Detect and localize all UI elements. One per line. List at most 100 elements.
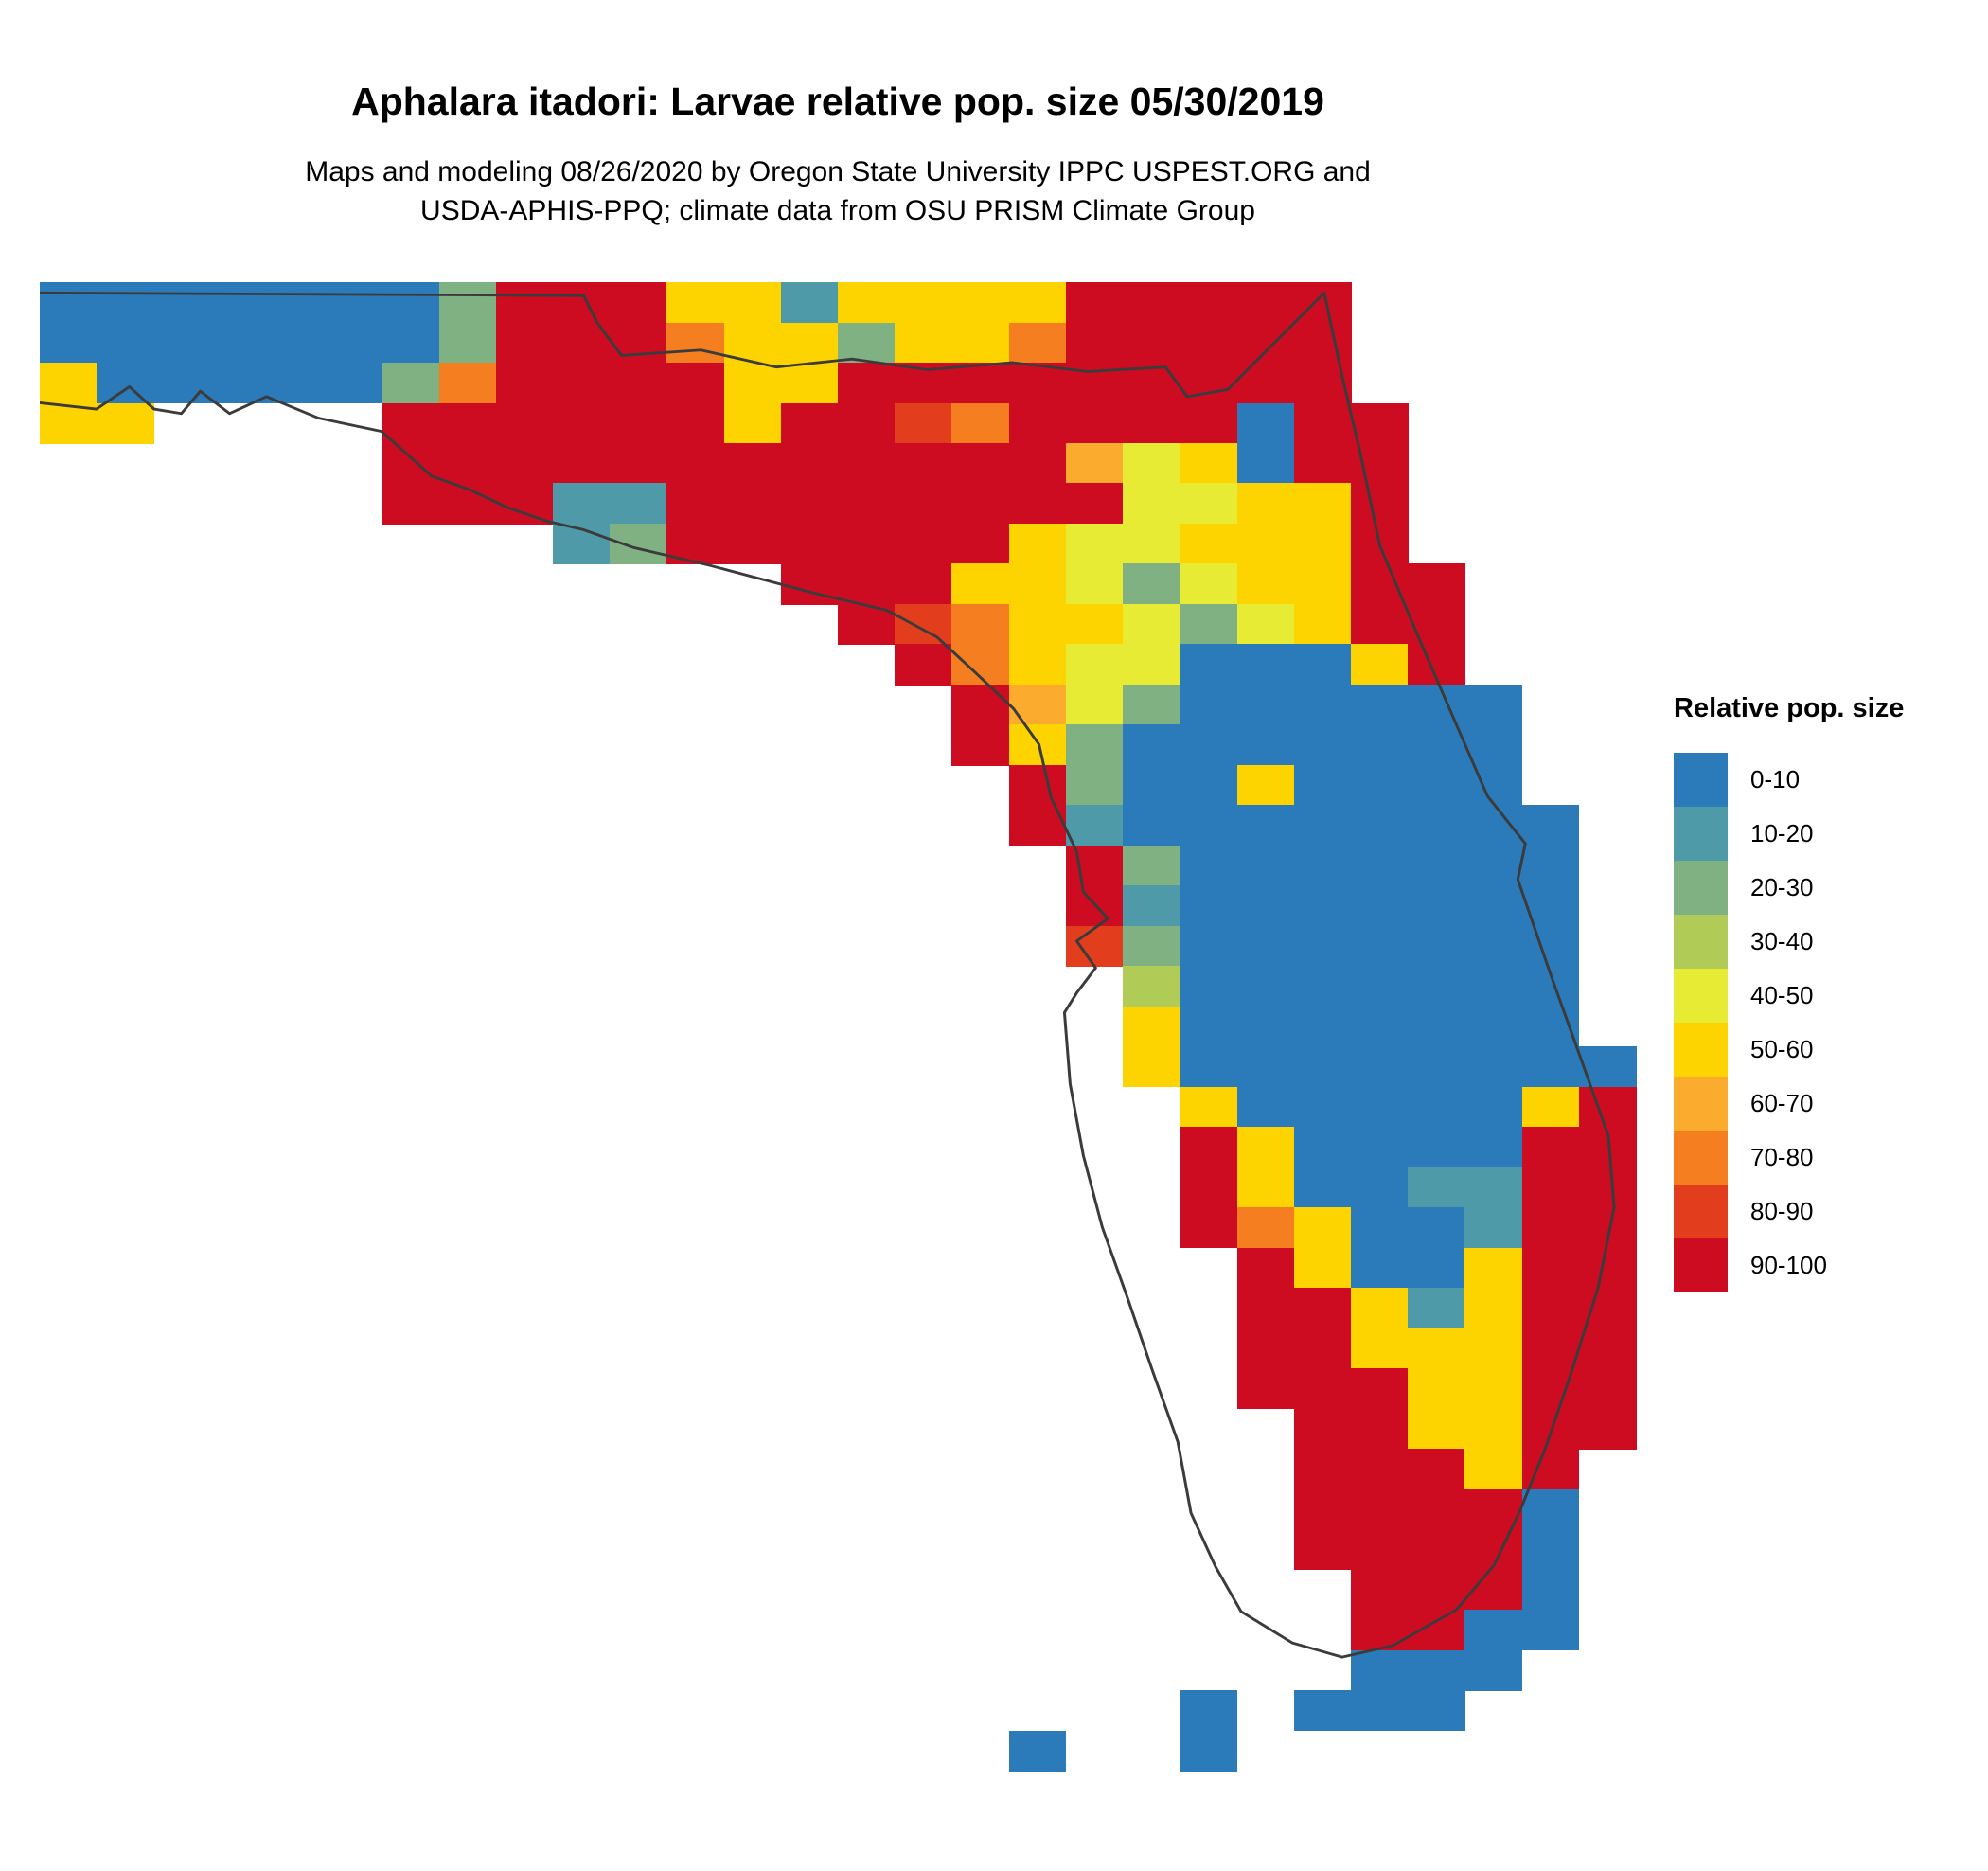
raster-cell	[838, 322, 896, 364]
raster-cell	[895, 442, 953, 485]
legend-label: 90-100	[1750, 1251, 1827, 1279]
raster-cell	[495, 363, 554, 404]
raster-cell	[1464, 966, 1523, 1007]
raster-cell	[1008, 724, 1067, 766]
raster-cell	[1464, 1328, 1523, 1369]
raster-cell	[1350, 1368, 1409, 1410]
raster-cell	[1464, 1006, 1523, 1047]
raster-cell	[1180, 282, 1238, 324]
raster-cell	[838, 603, 896, 646]
raster-cell	[1123, 322, 1180, 364]
raster-cell	[210, 282, 269, 324]
raster-cell	[153, 282, 212, 324]
raster-cell	[1236, 442, 1295, 485]
raster-cell	[838, 363, 896, 404]
raster-cell	[1008, 442, 1067, 485]
raster-cell	[838, 282, 896, 324]
raster-cell	[951, 724, 1010, 766]
raster-cell	[325, 282, 382, 324]
raster-cell	[895, 644, 953, 686]
raster-cell	[1350, 1288, 1409, 1329]
raster-cell	[552, 483, 611, 525]
raster-cell	[1065, 885, 1124, 927]
raster-cell	[1293, 1408, 1352, 1450]
raster-cell	[1521, 1046, 1580, 1088]
raster-cell	[1236, 805, 1295, 846]
raster-cell	[1350, 1046, 1409, 1088]
raster-cell	[780, 363, 839, 404]
raster-cell	[438, 322, 497, 364]
raster-cell	[1464, 724, 1523, 766]
raster-cell	[1065, 603, 1124, 646]
raster-cell	[495, 402, 554, 444]
raster-cell	[1408, 1529, 1465, 1571]
raster-cell	[723, 523, 782, 565]
raster-cell	[1065, 442, 1124, 485]
raster-cell	[210, 322, 269, 364]
raster-cell	[951, 603, 1010, 646]
raster-cell	[1408, 724, 1465, 766]
raster-cell	[1180, 402, 1238, 444]
raster-cell	[1350, 1449, 1409, 1490]
raster-cell	[1464, 1167, 1523, 1208]
raster-cell	[267, 322, 326, 364]
raster-cell	[780, 523, 839, 565]
legend-label: 30-40	[1750, 927, 1814, 955]
raster-cell	[1008, 523, 1067, 565]
raster-cell	[666, 523, 725, 565]
raster-cell	[1521, 1610, 1580, 1651]
raster-cell	[552, 363, 611, 404]
raster-cell	[1408, 1247, 1465, 1289]
raster-cell	[1350, 805, 1409, 846]
raster-cell	[1464, 925, 1523, 967]
raster-cell	[1008, 402, 1067, 444]
raster-cell	[1521, 1408, 1580, 1450]
raster-cell	[780, 322, 839, 364]
raster-cell	[1408, 1127, 1465, 1168]
raster-cell	[1408, 1649, 1465, 1691]
raster-cell	[1236, 563, 1295, 605]
raster-cell	[1578, 1288, 1637, 1329]
raster-cell	[1350, 1408, 1409, 1450]
raster-cell	[495, 483, 554, 525]
raster-cell	[1464, 1247, 1523, 1289]
raster-cell	[325, 322, 382, 364]
raster-cell	[1521, 1569, 1580, 1611]
raster-cell	[1123, 442, 1180, 485]
raster-cell	[1578, 1086, 1637, 1128]
raster-cell	[951, 282, 1010, 324]
raster-cell	[1236, 1368, 1295, 1410]
raster-cell	[97, 282, 155, 324]
raster-cell	[723, 322, 782, 364]
raster-cell	[1180, 925, 1238, 967]
raster-cell	[1350, 1247, 1409, 1289]
raster-cell	[1180, 1127, 1238, 1168]
raster-cell	[40, 282, 98, 324]
map-subtitle-line1: Maps and modeling 08/26/2020 by Oregon S…	[305, 156, 1371, 187]
legend-label: 70-80	[1750, 1143, 1814, 1171]
raster-cell	[610, 282, 667, 324]
raster-cell	[1123, 483, 1180, 525]
raster-cell	[1578, 1247, 1637, 1289]
raster-cell	[1008, 1730, 1067, 1772]
raster-cell	[97, 322, 155, 364]
raster-cell	[951, 402, 1010, 444]
raster-cell	[1521, 885, 1580, 927]
raster-cell	[838, 483, 896, 525]
raster-cell	[1408, 1328, 1465, 1369]
raster-cell	[666, 442, 725, 485]
raster-cell	[1350, 563, 1409, 605]
raster-cell	[1008, 603, 1067, 646]
raster-cell	[1464, 1529, 1523, 1571]
raster-cell	[1293, 724, 1352, 766]
raster-cell	[895, 363, 953, 404]
raster-cell	[267, 363, 326, 404]
raster-cell	[1123, 925, 1180, 967]
raster-cell	[1293, 1167, 1352, 1208]
raster-cell	[951, 363, 1010, 404]
raster-cell	[1464, 1086, 1523, 1128]
raster-cell	[1521, 1167, 1580, 1208]
legend-item: 60-70	[1674, 1077, 1904, 1131]
raster-cell	[40, 322, 98, 364]
